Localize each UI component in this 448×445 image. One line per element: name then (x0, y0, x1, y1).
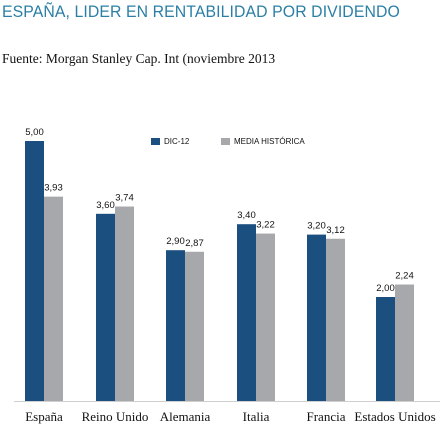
bar-dic-12-2 (166, 250, 185, 401)
bar-dic-12-4 (307, 234, 326, 401)
legend-item-dic-12: DIC-12 (151, 137, 189, 146)
legend-item-media-historica: MEDIA HISTÓRICA (221, 137, 305, 146)
data-label-media-historica-3: 3,22 (256, 220, 275, 231)
category-label-0: España (25, 409, 63, 424)
bar-dic-12-3 (237, 224, 256, 401)
category-label-3: Italia (243, 409, 270, 424)
data-label-media-historica-5: 2,24 (395, 271, 414, 282)
bar-media-historica-5 (395, 284, 414, 401)
bar-media-historica-1 (115, 206, 134, 401)
legend-swatch-dic-12 (151, 138, 160, 145)
legend-label-dic-12: DIC-12 (164, 137, 190, 146)
bar-dic-12-1 (96, 213, 115, 401)
data-label-media-historica-0: 3,93 (44, 183, 63, 194)
chart-title: ESPAÑA, LIDER EN RENTABILIDAD POR DIVIDE… (2, 2, 400, 21)
bar-dic-12-0 (25, 141, 44, 401)
data-label-dic-12-5: 2,00 (376, 283, 395, 294)
bar-dic-12-5 (376, 297, 395, 401)
category-label-2: Alemania (160, 409, 211, 424)
bar-media-historica-2 (185, 251, 204, 401)
bar-media-historica-3 (256, 233, 275, 401)
category-label-5: Estados Unidos (354, 409, 435, 424)
legend-label-media-historica: MEDIA HISTÓRICA (234, 137, 305, 146)
legend-swatch-media-historica (221, 138, 230, 145)
chart-source: Fuente: Morgan Stanley Cap. Int (noviemb… (2, 51, 276, 66)
data-label-media-historica-1: 3,74 (115, 193, 134, 204)
data-label-media-historica-4: 3,12 (326, 225, 345, 236)
bar-media-historica-4 (326, 238, 345, 401)
data-label-dic-12-4: 3,20 (307, 221, 326, 232)
data-label-dic-12-2: 2,90 (166, 236, 185, 247)
data-label-dic-12-3: 3,40 (237, 210, 256, 221)
category-label-1: Reino Unido (82, 409, 149, 424)
data-label-dic-12-0: 5,00 (25, 127, 44, 138)
category-label-4: Francia (307, 409, 346, 424)
data-label-media-historica-2: 2,87 (185, 238, 204, 249)
data-label-dic-12-1: 3,60 (96, 200, 115, 211)
bar-media-historica-0 (44, 196, 63, 401)
